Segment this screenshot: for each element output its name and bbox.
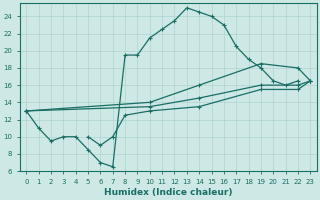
X-axis label: Humidex (Indice chaleur): Humidex (Indice chaleur) — [104, 188, 233, 197]
